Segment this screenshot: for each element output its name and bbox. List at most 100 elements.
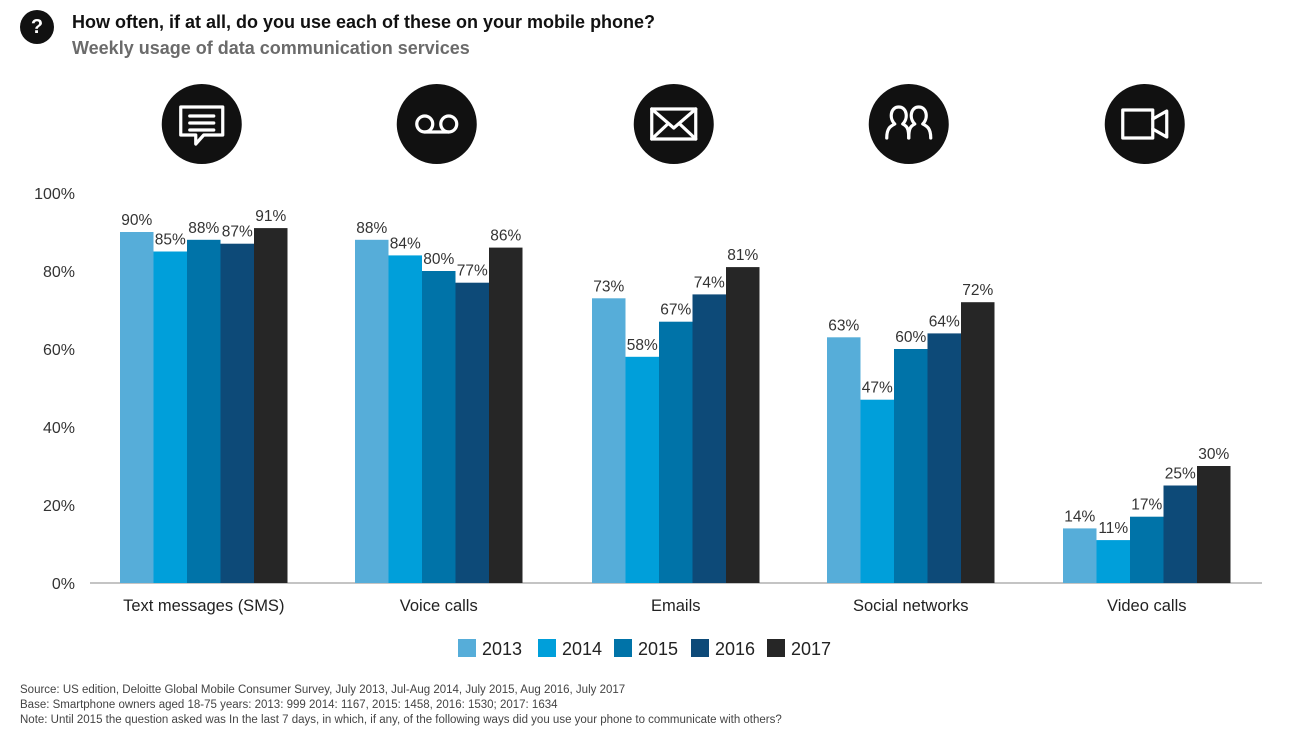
bar: [153, 251, 187, 583]
bar: [1163, 485, 1197, 583]
data-label: 14%: [1064, 508, 1095, 525]
data-label: 11%: [1098, 520, 1128, 537]
video-camera-icon: [1104, 84, 1185, 164]
data-label: 72%: [962, 282, 993, 299]
icon-circle: [396, 84, 477, 164]
legend-item: 2016: [691, 639, 755, 659]
legend-label: 2014: [562, 639, 602, 659]
envelope-icon: [633, 84, 714, 164]
data-label: 80%: [423, 251, 454, 268]
base-note: Base: Smartphone owners aged 18-75 years…: [20, 699, 558, 711]
bar: [625, 356, 659, 583]
legend-swatch: [614, 639, 632, 657]
bar: [927, 333, 961, 583]
bar: [592, 298, 626, 583]
person-right: [907, 105, 933, 140]
envelope-flap: [650, 107, 698, 130]
envelope-fold: [650, 122, 698, 141]
speech-bubble-icon: [161, 84, 242, 164]
bar: [120, 232, 154, 583]
chart-title: How often, if at all, do you use each of…: [72, 12, 656, 32]
bar: [1096, 540, 1130, 583]
data-label: 81%: [727, 247, 758, 264]
bar: [1063, 528, 1097, 583]
bar: [355, 239, 389, 584]
source-note: Source: US edition, Deloitte Global Mobi…: [20, 684, 626, 696]
bar: [860, 399, 894, 583]
legend-item: 2014: [538, 639, 602, 659]
people-icon: [868, 84, 949, 164]
category-label: Social networks: [853, 597, 969, 615]
legend-label: 2013: [482, 639, 522, 659]
data-label: 87%: [222, 224, 253, 241]
bar: [254, 228, 288, 583]
legend-item: 2013: [458, 639, 522, 659]
data-label: 64%: [929, 313, 960, 330]
legend-swatch: [538, 639, 556, 657]
voicemail-icon: [396, 84, 477, 164]
bar: [726, 267, 760, 583]
chart-header: ? How often, if at all, do you use each …: [20, 8, 1270, 64]
icon-circle: [868, 84, 949, 164]
category-label: Text messages (SMS): [123, 597, 284, 615]
data-label: 47%: [862, 380, 893, 397]
camera-lens: [1151, 109, 1169, 139]
camera-body: [1121, 108, 1155, 140]
bar: [1197, 466, 1231, 583]
legend-swatch: [458, 639, 476, 657]
bar: [388, 255, 422, 583]
category-label: Emails: [651, 597, 701, 615]
legend-item: 2017: [767, 639, 831, 659]
data-label: 60%: [895, 329, 926, 346]
category-label: Voice calls: [400, 597, 478, 615]
envelope-body: [650, 107, 698, 141]
y-tick-label: 0%: [52, 576, 75, 593]
data-label: 63%: [828, 317, 859, 334]
data-label: 73%: [593, 278, 624, 295]
legend-swatch: [767, 639, 785, 657]
question-note: Note: Until 2015 the question asked was …: [20, 714, 782, 726]
person-left: [885, 105, 911, 140]
question-mark-icon: ?: [20, 10, 54, 44]
data-label: 58%: [627, 337, 658, 354]
y-tick-label: 40%: [43, 420, 75, 437]
bar: [187, 239, 221, 584]
legend-swatch: [691, 639, 709, 657]
data-label: 88%: [188, 220, 219, 237]
bar: [422, 271, 456, 583]
bar: [455, 282, 489, 583]
legend-item: 2015: [614, 639, 678, 659]
y-tick-label: 20%: [43, 498, 75, 515]
data-label: 86%: [490, 228, 521, 245]
category-label: Video calls: [1107, 597, 1187, 615]
chart-footnotes: Source: US edition, Deloitte Global Mobi…: [20, 683, 782, 728]
data-label: 30%: [1198, 446, 1229, 463]
y-tick-label: 60%: [43, 342, 75, 359]
icon-circle: [633, 84, 714, 164]
data-label: 77%: [457, 263, 488, 280]
legend-label: 2016: [715, 639, 755, 659]
data-label: 88%: [356, 220, 387, 237]
data-label: 17%: [1131, 497, 1162, 514]
bar: [489, 247, 523, 583]
bar-chart: 0%20%40%60%80%100%90%85%88% 87%91%Text me…: [34, 84, 1262, 659]
data-label: 25%: [1165, 466, 1196, 483]
y-tick-label: 80%: [43, 264, 75, 281]
icon-circle: [1104, 84, 1185, 164]
data-label: 67%: [660, 302, 691, 319]
bar: [692, 294, 726, 583]
bar: [894, 349, 928, 583]
data-label: 84%: [390, 235, 421, 252]
bar: [1130, 516, 1164, 583]
y-tick-label: 100%: [34, 186, 75, 203]
data-label: 90%: [121, 212, 152, 229]
data-label: 91%: [255, 208, 286, 225]
bar: [220, 243, 254, 583]
bar: [961, 302, 995, 583]
data-label: 85%: [155, 232, 186, 249]
legend-label: 2017: [791, 639, 831, 659]
data-label: 74%: [694, 274, 725, 291]
legend-label: 2015: [638, 639, 678, 659]
chart-subtitle: Weekly usage of data communication servi…: [72, 38, 470, 58]
bar: [659, 321, 693, 583]
